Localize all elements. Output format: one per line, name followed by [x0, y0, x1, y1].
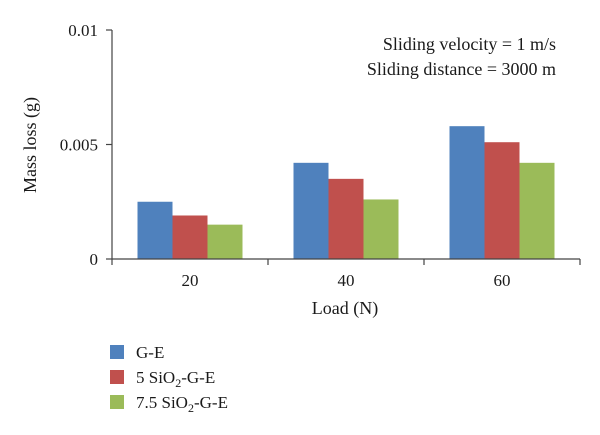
bars-group	[137, 126, 555, 260]
bar-20-series-1	[137, 201, 173, 259]
bar-40-series-1	[293, 162, 329, 259]
x-tick-label: 20	[182, 271, 199, 290]
annotation-distance: Sliding distance = 3000 m	[367, 59, 556, 79]
annotation-velocity: Sliding velocity = 1 m/s	[383, 34, 556, 54]
y-axis-label: Mass loss (g)	[20, 97, 41, 193]
legend-swatch	[110, 370, 124, 384]
x-ticks-group: 20 40 60	[111, 259, 581, 290]
legend-label: 7.5 SiO2-G-E	[136, 393, 228, 415]
legend-swatch	[110, 395, 124, 409]
bar-20-series-3	[207, 224, 243, 259]
bar-40-series-2	[328, 178, 364, 259]
legend: G-E 5 SiO2-G-E 7.5 SiO2-G-E	[110, 343, 228, 415]
bar-60-series-2	[484, 142, 520, 259]
x-tick-label: 60	[494, 271, 511, 290]
bar-60-series-1	[449, 126, 485, 260]
y-tick-label: 0.005	[60, 136, 98, 155]
y-ticks-group: 0 0.005 0.01	[60, 21, 112, 269]
bar-20-series-2	[172, 215, 208, 259]
legend-label: G-E	[136, 343, 164, 362]
y-tick-label: 0	[90, 250, 99, 269]
bar-60-series-3	[519, 162, 555, 259]
legend-label: 5 SiO2-G-E	[136, 368, 215, 390]
x-axis-label: Load (N)	[312, 298, 378, 319]
bar-40-series-3	[363, 199, 399, 259]
x-tick-label: 40	[338, 271, 355, 290]
y-tick-label: 0.01	[68, 21, 98, 40]
legend-swatch	[110, 345, 124, 359]
